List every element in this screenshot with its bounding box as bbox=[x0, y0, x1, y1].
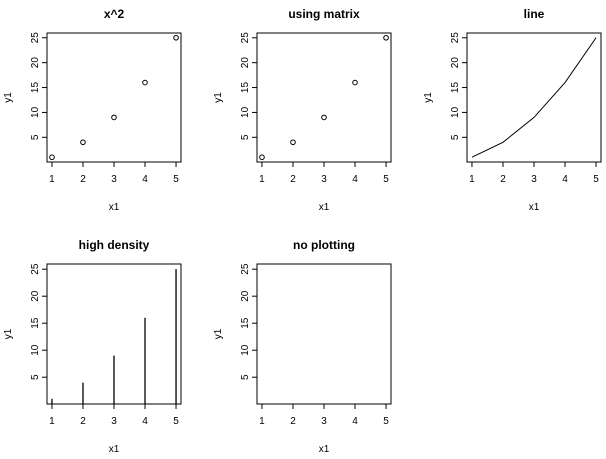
panel-2: using matrix 1 2 3 4 5 5 10 15 20 25 x1 y1 bbox=[213, 7, 392, 213]
data-point bbox=[259, 154, 265, 161]
plot-title: no plotting bbox=[293, 238, 355, 252]
y-tick-label: 20 bbox=[240, 57, 251, 69]
x-axis-label: x1 bbox=[109, 444, 120, 455]
y-axis-label: y1 bbox=[3, 328, 14, 339]
y-tick-label: 25 bbox=[30, 263, 41, 275]
y-axis-label: y1 bbox=[423, 92, 434, 103]
panel-4: high density 1 2 3 4 5 5 10 15 20 25 x1 y1 bbox=[3, 238, 182, 455]
x-tick-label: 4 bbox=[142, 416, 148, 427]
y-tick-label: 25 bbox=[450, 32, 461, 44]
x-tick-label: 1 bbox=[259, 416, 265, 427]
plot-frame bbox=[466, 32, 602, 163]
plot-title: line bbox=[524, 7, 545, 21]
x-axis-label: x1 bbox=[319, 202, 330, 213]
series-line bbox=[471, 37, 597, 158]
y-tick-label: 20 bbox=[30, 290, 41, 302]
x-tick-label: 1 bbox=[49, 416, 55, 427]
data-point bbox=[352, 79, 358, 86]
y-tick-label: 5 bbox=[240, 134, 251, 140]
y-tick-label: 25 bbox=[30, 32, 41, 44]
y-tick-label: 15 bbox=[240, 82, 251, 94]
y-tick-label: 20 bbox=[450, 57, 461, 69]
plot-frame bbox=[46, 32, 182, 163]
data-point bbox=[142, 79, 148, 86]
data-point bbox=[80, 139, 86, 146]
y-tick-label: 25 bbox=[240, 263, 251, 275]
data-point bbox=[383, 34, 389, 41]
x-tick-label: 1 bbox=[469, 174, 475, 185]
x-tick-label: 3 bbox=[531, 174, 537, 185]
x-axis-label: x1 bbox=[529, 202, 540, 213]
y-tick-label: 10 bbox=[30, 106, 41, 118]
x-tick-label: 5 bbox=[593, 174, 599, 185]
plot-frame bbox=[256, 263, 392, 405]
y-tick-label: 10 bbox=[240, 344, 251, 356]
y-tick-label: 15 bbox=[30, 82, 41, 94]
x-tick-label: 5 bbox=[173, 416, 179, 427]
x-tick-label: 5 bbox=[383, 416, 389, 427]
y-axis-label: y1 bbox=[213, 92, 224, 103]
x-tick-label: 5 bbox=[383, 174, 389, 185]
y-tick-label: 5 bbox=[30, 134, 41, 140]
x-tick-label: 3 bbox=[321, 174, 327, 185]
x-tick-label: 2 bbox=[290, 174, 296, 185]
x-tick-label: 3 bbox=[321, 416, 327, 427]
data-point bbox=[321, 114, 327, 121]
x-tick-label: 4 bbox=[352, 416, 358, 427]
plot-title: using matrix bbox=[288, 7, 360, 21]
panel-3: line 1 2 3 4 5 5 10 15 20 25 x1 y1 bbox=[423, 7, 602, 213]
x-tick-label: 4 bbox=[142, 174, 148, 185]
x-tick-label: 5 bbox=[173, 174, 179, 185]
y-tick-label: 15 bbox=[240, 317, 251, 329]
x-tick-label: 1 bbox=[49, 174, 55, 185]
y-tick-label: 10 bbox=[30, 344, 41, 356]
x-tick-label: 2 bbox=[500, 174, 506, 185]
x-tick-label: 3 bbox=[111, 416, 117, 427]
x-tick-label: 2 bbox=[290, 416, 296, 427]
y-tick-label: 15 bbox=[450, 82, 461, 94]
panel-5: no plotting 1 2 3 4 5 5 10 15 20 25 x1 y1 bbox=[213, 238, 392, 455]
x-axis-label: x1 bbox=[109, 202, 120, 213]
y-axis-label: y1 bbox=[3, 92, 14, 103]
x-tick-label: 4 bbox=[562, 174, 568, 185]
plot-title: high density bbox=[79, 238, 150, 252]
y-tick-label: 5 bbox=[240, 374, 251, 380]
data-point bbox=[290, 139, 296, 146]
y-tick-label: 10 bbox=[450, 106, 461, 118]
data-point bbox=[111, 114, 117, 121]
y-tick-label: 20 bbox=[30, 57, 41, 69]
y-tick-label: 15 bbox=[30, 317, 41, 329]
y-tick-label: 25 bbox=[240, 32, 251, 44]
y-tick-label: 5 bbox=[30, 374, 41, 380]
y-tick-label: 10 bbox=[240, 106, 251, 118]
y-axis-label: y1 bbox=[213, 328, 224, 339]
y-tick-label: 20 bbox=[240, 290, 251, 302]
y-tick-label: 5 bbox=[450, 134, 461, 140]
x-tick-label: 2 bbox=[80, 174, 86, 185]
plot-title: x^2 bbox=[104, 7, 125, 21]
plot-frame bbox=[256, 32, 392, 163]
x-tick-label: 1 bbox=[259, 174, 265, 185]
x-tick-label: 3 bbox=[111, 174, 117, 185]
x-tick-label: 2 bbox=[80, 416, 86, 427]
panel-1: x^2 1 2 3 4 5 5 10 15 20 25 x1 y1 bbox=[3, 7, 182, 213]
data-point bbox=[49, 154, 55, 161]
x-tick-label: 4 bbox=[352, 174, 358, 185]
data-point bbox=[173, 34, 179, 41]
x-axis-label: x1 bbox=[319, 444, 330, 455]
